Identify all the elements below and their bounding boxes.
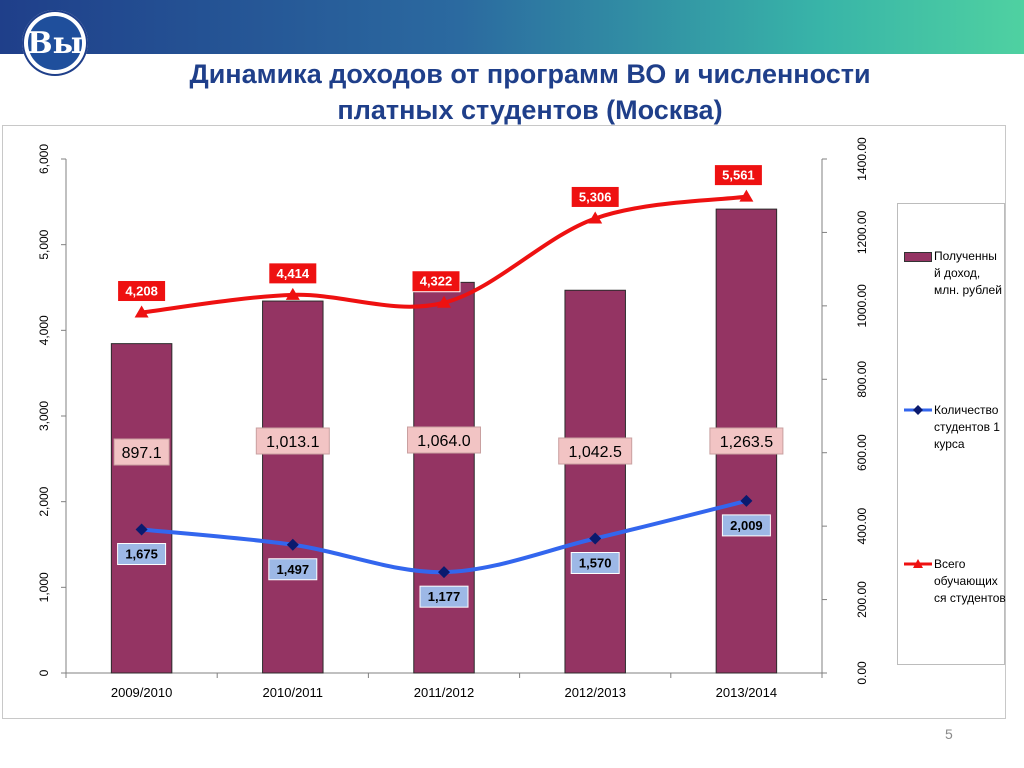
- chart-legend: Полученны й доход, млн. рублей Количеств…: [897, 203, 1006, 665]
- total-students-data-label-box: [268, 262, 318, 285]
- legend-label-total: Всего обучающих ся студентов: [934, 557, 1006, 605]
- legend-swatch-red-line-icon: [904, 559, 932, 568]
- total-students-data-label-box: [117, 280, 167, 303]
- first-year-data-label: 1,177: [428, 589, 461, 604]
- left-axis-tick-label: 0: [37, 669, 51, 676]
- legend-swatch-blue-line-icon: [904, 405, 932, 415]
- income-data-label: 1,013.1: [266, 434, 319, 451]
- first-year-students-marker: [589, 532, 602, 545]
- income-data-label: 897.1: [122, 445, 162, 462]
- income-bar: [110, 343, 173, 674]
- total-students-marker: [285, 287, 300, 300]
- x-axis-tick-label: 2010/2011: [263, 685, 324, 700]
- total-students-data-label-box: [570, 185, 620, 208]
- first-year-data-label: 1,497: [277, 562, 310, 577]
- total-students-data-label-box: [713, 164, 763, 187]
- right-axis-tick-label: 800.00: [855, 361, 869, 398]
- total-students-data-label: 5,306: [579, 189, 612, 204]
- left-axis-tick-label: 6,000: [37, 144, 51, 174]
- income-data-label-box: [113, 438, 170, 466]
- right-axis-tick-label: 1400.00: [855, 137, 869, 181]
- income-data-label-box: [558, 437, 633, 465]
- first-year-data-label-box: [419, 585, 469, 608]
- income-bar: [413, 281, 475, 674]
- first-year-data-label: 1,570: [579, 556, 612, 571]
- right-axis-tick-label: 600.00: [855, 434, 869, 471]
- total-students-data-label-box: [411, 270, 461, 293]
- left-axis-tick-label: 4,000: [37, 315, 51, 345]
- slide-title: Динамика доходов от программ ВО и числен…: [140, 56, 920, 128]
- first-year-data-label-box: [268, 558, 318, 581]
- left-axis-tick-label: 2,000: [37, 486, 51, 516]
- income-data-label-box: [709, 427, 784, 455]
- right-axis-tick-label: 1000.00: [855, 284, 869, 328]
- total-students-data-label: 4,322: [420, 274, 453, 289]
- left-axis-tick-label: 5,000: [37, 229, 51, 259]
- title-line-1: Динамика доходов от программ ВО и числен…: [189, 59, 871, 89]
- university-logo: Вы: [22, 10, 88, 76]
- first-year-students-marker: [286, 538, 299, 551]
- page-number: 5: [945, 726, 953, 742]
- total-students-marker: [739, 189, 754, 202]
- right-axis-tick-label: 400.00: [855, 507, 869, 544]
- income-data-label-box: [255, 427, 330, 455]
- left-axis-tick-label: 1,000: [37, 572, 51, 602]
- legend-swatch-bar-icon: [904, 252, 932, 262]
- first-year-students-marker: [740, 494, 753, 507]
- first-year-students-marker: [135, 523, 148, 536]
- x-axis-tick-label: 2009/2010: [111, 685, 172, 700]
- total-students-data-label: 5,561: [722, 168, 755, 183]
- income-data-label: 1,042.5: [569, 444, 622, 461]
- total-students-marker: [588, 211, 603, 224]
- income-bar: [564, 289, 626, 674]
- first-year-students-marker: [438, 566, 450, 579]
- right-axis-tick-label: 200.00: [855, 581, 869, 618]
- legend-label-first-year: Количество студентов 1 курса: [934, 403, 1000, 451]
- first-year-data-label: 2,009: [730, 518, 763, 533]
- income-data-label: 1,064.0: [417, 433, 470, 450]
- title-line-2: платных студентов (Москва): [337, 95, 723, 125]
- x-axis-tick-label: 2011/2012: [414, 685, 475, 700]
- logo-glyph: Вы: [27, 25, 83, 61]
- right-axis-tick-label: 0.00: [855, 661, 869, 685]
- first-year-data-label-box: [117, 543, 167, 566]
- first-year-data-label-box: [570, 552, 620, 575]
- left-axis-tick-label: 3,000: [37, 401, 51, 431]
- income-bar: [262, 300, 324, 674]
- first-year-data-label-box: [721, 514, 771, 537]
- logo-emblem-icon: Вы: [27, 16, 83, 70]
- total-students-marker: [437, 295, 451, 308]
- x-axis-tick-label: 2012/2013: [564, 685, 625, 700]
- header-bar: [0, 0, 1024, 54]
- right-axis-tick-label: 1200.00: [855, 210, 869, 254]
- legend-label-income: Полученны й доход, млн. рублей: [934, 249, 1002, 297]
- income-data-label-box: [407, 426, 481, 454]
- first-year-data-label: 1,675: [125, 547, 158, 562]
- total-students-marker: [134, 305, 149, 318]
- income-data-label: 1,263.5: [720, 434, 773, 451]
- total-students-data-label: 4,414: [277, 266, 310, 281]
- total-students-data-label: 4,208: [125, 284, 158, 299]
- x-axis-tick-label: 2013/2014: [716, 685, 777, 700]
